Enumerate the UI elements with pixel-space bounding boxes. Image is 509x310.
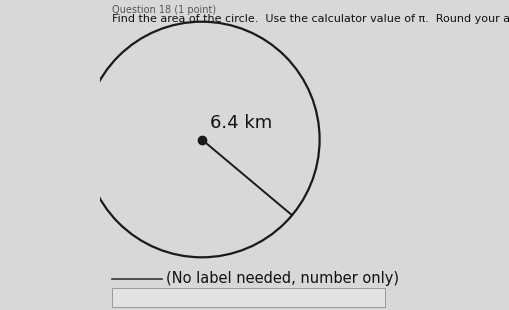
FancyBboxPatch shape — [112, 288, 385, 307]
Text: 6.4 km: 6.4 km — [210, 114, 272, 132]
Text: (No label needed, number only): (No label needed, number only) — [166, 272, 399, 286]
Text: Find the area of the circle.  Use the calculator value of π.  Round your answer : Find the area of the circle. Use the cal… — [112, 14, 509, 24]
Text: Question 18 (1 point): Question 18 (1 point) — [112, 5, 216, 15]
